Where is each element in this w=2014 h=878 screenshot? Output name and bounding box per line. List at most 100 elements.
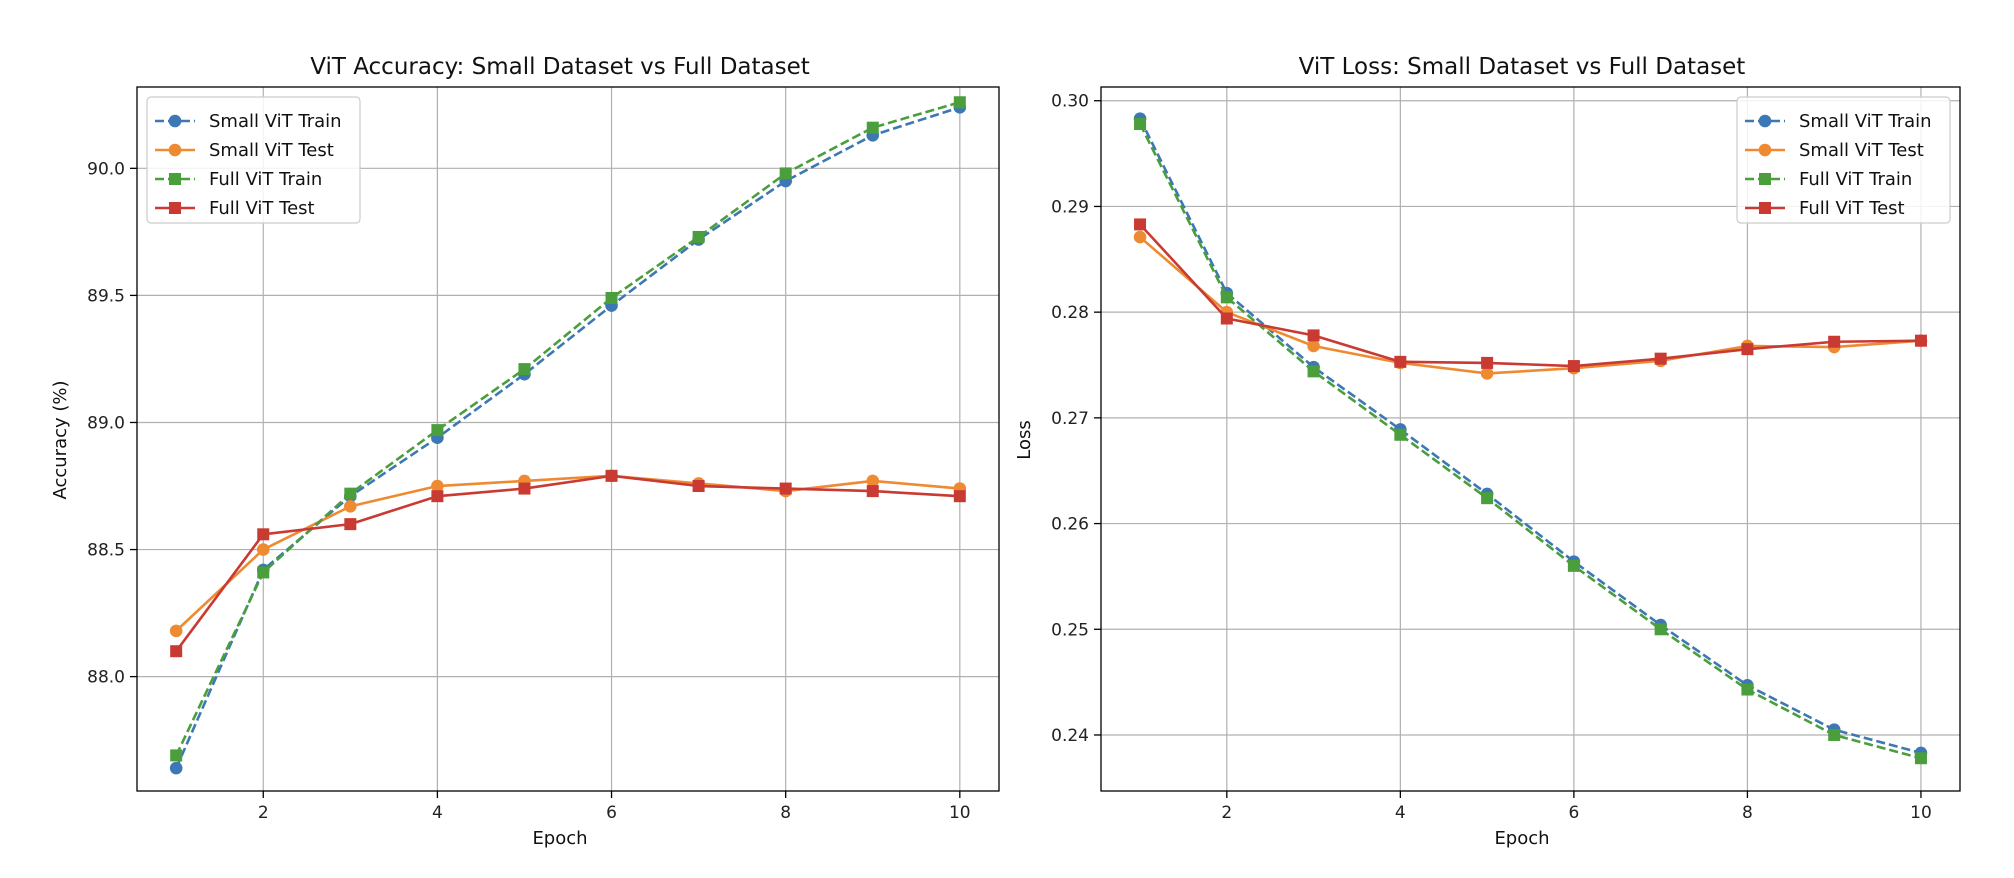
accuracy-data-point bbox=[170, 749, 183, 762]
loss-legend-box bbox=[1736, 96, 1951, 224]
accuracy-series-line-full-vit-train bbox=[175, 101, 961, 756]
accuracy-legend-item-full-vit-train: Full ViT Train bbox=[155, 169, 322, 190]
loss-data-point bbox=[1220, 312, 1233, 325]
loss-y-tick-label: 0.30 bbox=[1051, 92, 1089, 112]
accuracy-legend: Small ViT Train Small ViT Test Full ViT Tr… bbox=[146, 96, 361, 224]
accuracy-series-full-vit-test bbox=[170, 469, 966, 658]
accuracy-data-point bbox=[953, 490, 966, 503]
loss-data-point bbox=[1134, 117, 1147, 130]
accuracy-data-point bbox=[431, 490, 444, 503]
loss-data-point bbox=[1133, 230, 1147, 244]
accuracy-data-point bbox=[344, 518, 357, 531]
accuracy-data-point bbox=[779, 167, 792, 180]
loss-legend-item-full-vit-test: Full ViT Test bbox=[1745, 198, 1905, 219]
loss-data-point bbox=[1741, 343, 1754, 356]
accuracy-x-tick-label: 4 bbox=[432, 803, 443, 823]
accuracy-data-point bbox=[779, 482, 792, 495]
loss-x-tick-label: 6 bbox=[1568, 803, 1579, 823]
loss-plot-area bbox=[1133, 112, 1928, 765]
loss-data-point bbox=[1134, 218, 1147, 231]
loss-x-tick-label: 10 bbox=[1910, 803, 1932, 823]
accuracy-chart-panel: ViT Accuracy: Small Dataset vs Full Data… bbox=[50, 54, 1000, 849]
accuracy-y-tick-label: 88.5 bbox=[87, 541, 125, 561]
loss-data-point bbox=[1914, 752, 1927, 765]
accuracy-x-tick-label: 8 bbox=[780, 803, 791, 823]
accuracy-legend-label: Full ViT Train bbox=[209, 169, 322, 190]
accuracy-x-tick-label: 10 bbox=[949, 803, 971, 823]
loss-data-point bbox=[1654, 352, 1667, 365]
loss-chart-panel: ViT Loss: Small Dataset vs Full Dataset … bbox=[1014, 54, 1961, 849]
loss-data-point bbox=[1481, 356, 1494, 369]
accuracy-legend-marker bbox=[169, 173, 181, 185]
accuracy-x-tick-label: 6 bbox=[606, 803, 617, 823]
accuracy-data-point bbox=[257, 566, 270, 579]
loss-legend-marker bbox=[1759, 202, 1771, 214]
loss-data-point bbox=[1741, 683, 1754, 696]
loss-data-point bbox=[1220, 291, 1233, 304]
accuracy-x-tick-label: 2 bbox=[258, 803, 269, 823]
loss-series-full-vit-train bbox=[1134, 117, 1927, 765]
accuracy-data-point bbox=[169, 761, 183, 775]
loss-data-point bbox=[1307, 339, 1320, 353]
accuracy-data-point bbox=[692, 230, 705, 243]
accuracy-plot-area bbox=[169, 96, 967, 775]
accuracy-series-line-full-vit-test bbox=[175, 474, 960, 652]
loss-series-line-full-vit-test bbox=[1139, 223, 1921, 368]
accuracy-y-tick-label: 88.0 bbox=[87, 668, 125, 688]
loss-x-tick-label: 4 bbox=[1395, 803, 1406, 823]
accuracy-legend-item-small-vit-test: Small ViT Test bbox=[155, 140, 334, 161]
loss-legend-marker bbox=[1758, 143, 1772, 157]
accuracy-y-axis-label: Accuracy (%) bbox=[50, 380, 71, 499]
loss-data-point bbox=[1394, 428, 1407, 441]
loss-legend-item-small-vit-train: Small ViT Train bbox=[1745, 111, 1932, 132]
accuracy-legend-label: Small ViT Test bbox=[209, 140, 334, 161]
accuracy-x-axis-label: Epoch bbox=[532, 828, 587, 849]
loss-y-tick-label: 0.27 bbox=[1051, 409, 1089, 429]
loss-x-tick-label: 8 bbox=[1742, 803, 1753, 823]
loss-data-point bbox=[1307, 365, 1320, 378]
accuracy-data-point bbox=[431, 479, 444, 493]
accuracy-data-point bbox=[170, 645, 183, 658]
accuracy-chart-title: ViT Accuracy: Small Dataset vs Full Data… bbox=[310, 54, 810, 80]
loss-data-point bbox=[1828, 335, 1841, 348]
accuracy-legend-box bbox=[146, 96, 361, 224]
accuracy-data-point bbox=[518, 363, 531, 376]
accuracy-legend-item-small-vit-train: Small ViT Train bbox=[155, 111, 342, 132]
loss-y-tick-label: 0.24 bbox=[1051, 726, 1089, 746]
accuracy-data-point bbox=[256, 543, 270, 556]
loss-x-tick-label: 2 bbox=[1221, 803, 1232, 823]
accuracy-legend-label: Full ViT Test bbox=[209, 198, 315, 219]
loss-legend-label: Full ViT Train bbox=[1799, 169, 1912, 190]
accuracy-legend-marker bbox=[169, 202, 181, 214]
loss-y-tick-label: 0.25 bbox=[1051, 620, 1089, 640]
loss-legend-item-small-vit-test: Small ViT Test bbox=[1745, 140, 1924, 161]
loss-series-line-full-vit-train bbox=[1138, 123, 1922, 760]
loss-legend-label: Small ViT Train bbox=[1799, 111, 1932, 132]
loss-legend-label: Small ViT Test bbox=[1799, 140, 1924, 161]
loss-data-point bbox=[1828, 728, 1841, 741]
loss-data-point bbox=[1480, 367, 1494, 380]
loss-data-point bbox=[1307, 329, 1320, 342]
accuracy-y-tick-label: 89.5 bbox=[87, 286, 125, 306]
accuracy-legend-marker bbox=[168, 143, 182, 157]
loss-axes-frame bbox=[1100, 86, 1961, 792]
accuracy-data-point bbox=[866, 121, 879, 134]
accuracy-data-point bbox=[605, 469, 618, 482]
loss-legend-marker bbox=[1759, 173, 1771, 185]
loss-data-point bbox=[1914, 334, 1927, 347]
loss-data-point bbox=[1567, 360, 1580, 373]
loss-legend-label: Full ViT Test bbox=[1799, 198, 1905, 219]
accuracy-data-point bbox=[344, 500, 357, 513]
loss-data-point bbox=[1654, 623, 1667, 636]
accuracy-data-point bbox=[953, 96, 966, 109]
loss-legend-item-full-vit-train: Full ViT Train bbox=[1745, 169, 1912, 190]
accuracy-legend-item-full-vit-test: Full ViT Test bbox=[155, 198, 315, 219]
accuracy-y-tick-label: 89.0 bbox=[87, 413, 125, 433]
accuracy-data-point bbox=[518, 482, 531, 495]
accuracy-data-point bbox=[866, 474, 880, 488]
accuracy-data-point bbox=[169, 624, 183, 638]
loss-chart-title: ViT Loss: Small Dataset vs Full Dataset bbox=[1299, 54, 1746, 80]
loss-data-point bbox=[1567, 559, 1580, 572]
accuracy-data-point bbox=[257, 528, 270, 541]
